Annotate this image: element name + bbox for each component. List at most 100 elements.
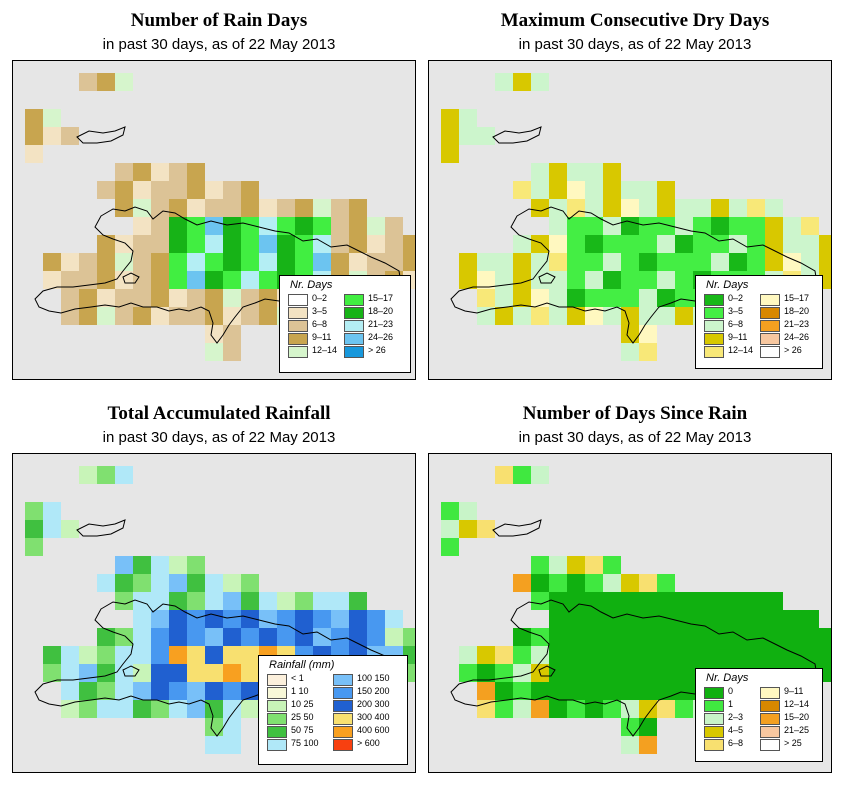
grid-cell xyxy=(115,628,133,646)
grid-cell xyxy=(115,181,133,199)
legend-label: 2–3 xyxy=(728,712,744,722)
grid-cell xyxy=(549,592,567,610)
grid-cell xyxy=(205,307,223,325)
grid-cell xyxy=(331,628,349,646)
grid-cell xyxy=(133,556,151,574)
grid-cell xyxy=(549,700,567,718)
grid-cell xyxy=(603,610,621,628)
grid-cell xyxy=(621,664,639,682)
grid-cell xyxy=(223,682,241,700)
legend-label: < 1 xyxy=(291,673,304,683)
grid-cell xyxy=(151,235,169,253)
grid-cell xyxy=(639,718,657,736)
grid-cell xyxy=(657,253,675,271)
grid-cell xyxy=(729,199,747,217)
legend-label: 0 xyxy=(728,686,734,696)
grid-cell xyxy=(567,682,585,700)
grid-cell xyxy=(349,610,367,628)
map-canvas xyxy=(25,73,415,361)
grid-cell xyxy=(567,253,585,271)
grid-cell xyxy=(657,235,675,253)
grid-cell xyxy=(585,271,603,289)
grid-cell xyxy=(657,307,675,325)
grid-cell xyxy=(657,592,675,610)
legend-swatch xyxy=(288,307,308,319)
grid-cell xyxy=(331,199,349,217)
grid-cell xyxy=(25,127,43,145)
grid-cell xyxy=(621,682,639,700)
grid-cell xyxy=(675,628,693,646)
legend-label: 3–5 xyxy=(312,306,328,316)
grid-cell xyxy=(187,628,205,646)
grid-cell xyxy=(693,610,711,628)
grid-cell xyxy=(25,502,43,520)
grid-cell xyxy=(513,664,531,682)
legend-label: 3–5 xyxy=(728,306,744,316)
grid-cell xyxy=(133,163,151,181)
grid-cell xyxy=(459,127,477,145)
grid-cell xyxy=(259,235,277,253)
grid-cell xyxy=(187,574,205,592)
grid-cell xyxy=(747,235,765,253)
grid-cell xyxy=(115,199,133,217)
grid-cell xyxy=(639,307,657,325)
grid-cell xyxy=(331,217,349,235)
grid-cell xyxy=(205,325,223,343)
legend-days-since-rain: Nr. Days 0 1 2–3 4–5 6–8 9–11 12–14 15–20 21–25 >… xyxy=(695,668,823,762)
grid-cell xyxy=(531,592,549,610)
grid-cell xyxy=(477,289,495,307)
grid-cell xyxy=(169,253,187,271)
grid-cell xyxy=(675,217,693,235)
grid-cell xyxy=(477,682,495,700)
grid-cell xyxy=(801,217,819,235)
grid-cell xyxy=(549,664,567,682)
grid-cell xyxy=(295,253,313,271)
grid-cell xyxy=(151,307,169,325)
grid-cell xyxy=(819,646,831,664)
grid-cell xyxy=(223,646,241,664)
grid-cell xyxy=(711,646,729,664)
grid-cell xyxy=(97,664,115,682)
grid-cell xyxy=(43,127,61,145)
grid-cell xyxy=(277,628,295,646)
grid-cell xyxy=(675,271,693,289)
grid-cell xyxy=(531,163,549,181)
grid-cell xyxy=(621,181,639,199)
grid-cell xyxy=(331,610,349,628)
grid-cell xyxy=(259,217,277,235)
grid-cell xyxy=(675,199,693,217)
grid-cell xyxy=(349,592,367,610)
grid-cell xyxy=(621,628,639,646)
legend-swatch xyxy=(760,320,780,332)
grid-cell xyxy=(43,502,61,520)
grid-cell xyxy=(621,253,639,271)
grid-cell xyxy=(205,592,223,610)
grid-cell xyxy=(115,646,133,664)
grid-cell xyxy=(205,718,223,736)
grid-cell xyxy=(621,343,639,361)
grid-cell xyxy=(367,610,385,628)
grid-cell xyxy=(549,646,567,664)
grid-cell xyxy=(531,556,549,574)
grid-cell xyxy=(567,181,585,199)
grid-cell xyxy=(205,574,223,592)
grid-cell xyxy=(223,574,241,592)
grid-cell xyxy=(385,217,403,235)
grid-cell xyxy=(115,556,133,574)
grid-cell xyxy=(97,466,115,484)
grid-cell xyxy=(97,73,115,91)
grid-cell xyxy=(133,253,151,271)
grid-cell xyxy=(495,646,513,664)
grid-cell xyxy=(187,253,205,271)
grid-cell xyxy=(367,628,385,646)
grid-cell xyxy=(513,235,531,253)
grid-cell xyxy=(621,736,639,754)
panel-days-since-rain: Number of Days Since Rain in past 30 day… xyxy=(428,393,842,778)
grid-cell xyxy=(151,289,169,307)
grid-cell xyxy=(531,700,549,718)
grid-cell xyxy=(169,664,187,682)
grid-cell xyxy=(513,574,531,592)
legend-swatch xyxy=(333,713,353,725)
grid-cell xyxy=(657,664,675,682)
grid-cell xyxy=(331,253,349,271)
